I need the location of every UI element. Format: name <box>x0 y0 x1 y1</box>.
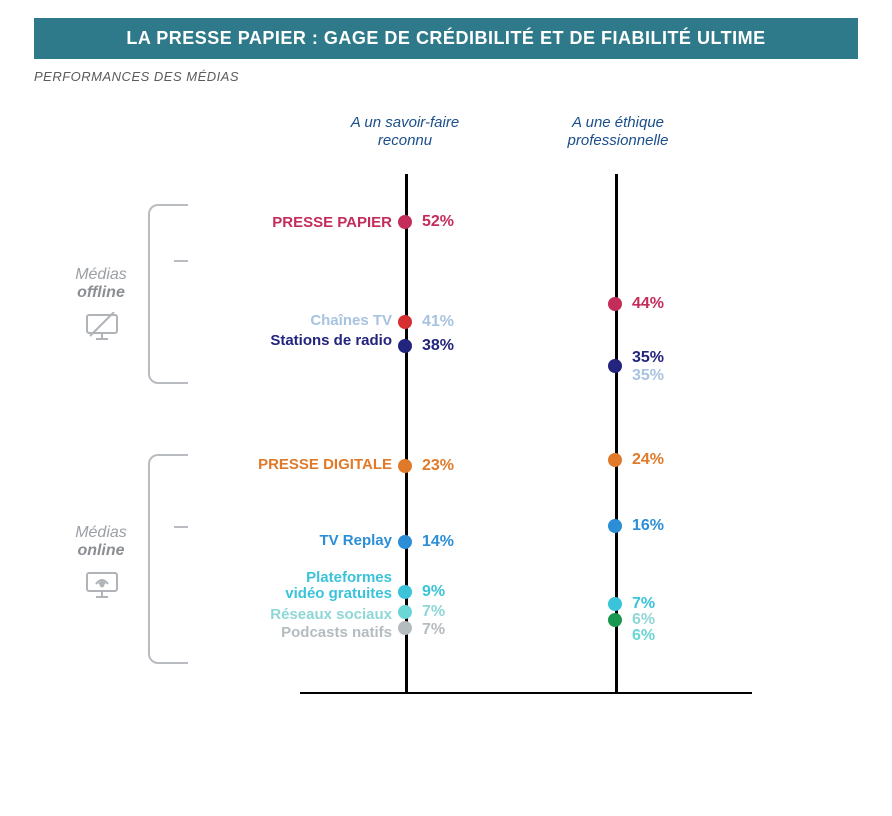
dot-right-reseaux <box>608 613 622 627</box>
dot-right-tv-replay <box>608 519 622 533</box>
title-bar: LA PRESSE PAPIER : GAGE DE CRÉDIBILITÉ E… <box>34 18 858 59</box>
chart-baseline <box>300 692 752 694</box>
bracket-online <box>148 454 174 664</box>
dot-right-presse-papier <box>608 297 622 311</box>
val-right-tv-replay: 16% <box>632 517 664 535</box>
label-plateformes: Plateformes vidéo gratuites <box>285 570 392 602</box>
subtitle: PERFORMANCES DES MÉDIAS <box>34 69 892 84</box>
media-performance-chart: A un savoir-fairereconnu A une éthiquepr… <box>0 114 892 734</box>
val-right-presse-digitale: 24% <box>632 451 664 469</box>
dot-right-presse-digitale <box>608 453 622 467</box>
label-podcasts: Podcasts natifs <box>281 624 392 641</box>
group-offline-line1: Médias <box>75 266 127 283</box>
group-label-offline: Médias offline <box>60 266 142 303</box>
dot-right-stations-radio <box>608 359 622 373</box>
column-header-ethique: A une éthiqueprofessionnelle <box>538 114 698 150</box>
dot-left-presse-digitale <box>398 459 412 473</box>
val-right-podcasts: 6% <box>632 627 655 645</box>
val-left-reseaux: 7% <box>422 603 445 621</box>
val-left-chaines-tv: 41% <box>422 313 454 331</box>
label-tv-replay: TV Replay <box>319 532 392 549</box>
val-right-presse-papier: 44% <box>632 295 664 313</box>
label-plateformes-line1: Plateformes <box>306 569 392 586</box>
tv-off-icon <box>84 312 120 345</box>
label-chaines-tv: Chaînes TV <box>310 312 392 329</box>
val-right-stations-radio: 35% <box>632 349 664 367</box>
dot-left-reseaux <box>398 605 412 619</box>
val-left-presse-digitale: 23% <box>422 457 454 475</box>
dot-left-stations-radio <box>398 339 412 353</box>
dot-right-plateformes <box>608 597 622 611</box>
group-label-online: Médias online <box>60 524 142 561</box>
dot-left-podcasts <box>398 621 412 635</box>
group-online-line2: online <box>77 542 124 559</box>
dot-left-presse-papier <box>398 215 412 229</box>
val-left-plateformes: 9% <box>422 583 445 601</box>
group-offline-line2: offline <box>77 284 125 301</box>
bracket-offline <box>148 204 174 384</box>
label-presse-papier: PRESSE PAPIER <box>272 214 392 231</box>
tv-online-icon <box>84 570 120 603</box>
dot-left-plateformes <box>398 585 412 599</box>
group-online-line1: Médias <box>75 524 127 541</box>
column-header-savoir-faire: A un savoir-fairereconnu <box>325 114 485 150</box>
dot-left-chaines-tv <box>398 315 412 329</box>
label-plateformes-line2: vidéo gratuites <box>285 585 392 602</box>
val-left-stations-radio: 38% <box>422 337 454 355</box>
label-reseaux: Réseaux sociaux <box>270 606 392 623</box>
val-left-tv-replay: 14% <box>422 533 454 551</box>
val-right-chaines-tv: 35% <box>632 367 664 385</box>
val-left-presse-papier: 52% <box>422 213 454 231</box>
label-presse-digitale: PRESSE DIGITALE <box>258 456 392 473</box>
label-stations-radio: Stations de radio <box>270 332 392 349</box>
dot-left-tv-replay <box>398 535 412 549</box>
val-left-podcasts: 7% <box>422 621 445 639</box>
